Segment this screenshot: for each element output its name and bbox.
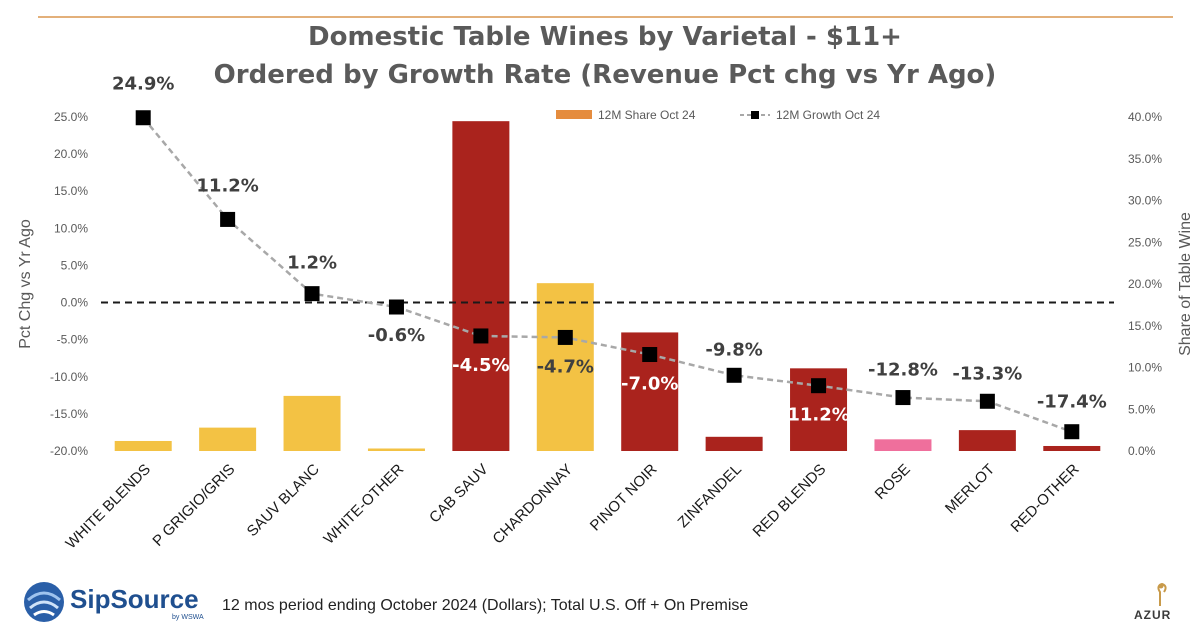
growth-data-label: 1.2%	[287, 253, 337, 274]
growth-data-label: -4.5%	[452, 355, 509, 376]
y-left-tick-label: -5.0%	[57, 333, 89, 347]
y-left-tick-label: 25.0%	[54, 110, 88, 124]
growth-marker	[811, 378, 827, 394]
growth-marker	[979, 393, 995, 409]
growth-marker	[135, 110, 151, 126]
y-left-tick-label: 15.0%	[54, 184, 88, 198]
y-left-tick-label: 10.0%	[54, 221, 88, 235]
y-right-tick-label: 20.0%	[1128, 277, 1162, 291]
y-left-tick-label: -10.0%	[50, 370, 88, 384]
y-right-tick-label: 10.0%	[1128, 361, 1162, 375]
sipsource-logo-text: SipSource	[70, 584, 199, 614]
growth-line	[142, 116, 1073, 433]
y-left-tick-label: 5.0%	[61, 258, 89, 272]
category-label: ZINFANDEL	[675, 461, 745, 531]
category-label: RED-OTHER	[1008, 461, 1083, 536]
growth-marker	[473, 328, 489, 344]
growth-data-label: -0.6%	[368, 325, 425, 346]
share-bar	[114, 440, 172, 451]
y-right-tick-label: 40.0%	[1128, 110, 1162, 124]
share-bar	[283, 395, 341, 451]
growth-data-label: -17.4%	[1037, 392, 1107, 413]
growth-marker	[726, 367, 742, 383]
growth-marker	[220, 211, 236, 227]
legend-label-share: 12M Share Oct 24	[598, 108, 696, 122]
share-bar	[452, 121, 510, 452]
share-bar	[199, 427, 257, 451]
category-label: MERLOT	[942, 461, 998, 517]
legend-label-growth: 12M Growth Oct 24	[776, 108, 880, 122]
y-left-axis-title: Pct Chg vs Yr Ago	[17, 219, 34, 349]
top-rule	[38, 16, 1173, 18]
growth-marker	[388, 299, 404, 315]
share-bar	[958, 430, 1016, 451]
growth-data-label: -7.0%	[621, 374, 678, 395]
category-label: CHARDONNAY	[489, 461, 576, 548]
category-label: WHITE-OTHER	[320, 461, 407, 548]
y-left-tick-label: 20.0%	[54, 147, 88, 161]
footnote: 12 mos period ending October 2024 (Dolla…	[222, 597, 749, 614]
sipsource-logo-sub: by WSWA	[172, 614, 204, 621]
growth-marker	[557, 329, 573, 345]
growth-data-label: -13.3%	[952, 363, 1022, 384]
category-label: PINOT NOIR	[587, 461, 661, 535]
category-label: P GRIGIO/GRIS	[149, 461, 238, 550]
chart-subtitle: Ordered by Growth Rate (Revenue Pct chg …	[213, 60, 997, 90]
legend-swatch-share	[556, 110, 592, 119]
azur-bird-icon	[1157, 582, 1167, 606]
azur-logo: AZUR	[1130, 580, 1190, 630]
chart-title: Domestic Table Wines by Varietal - $11+	[308, 22, 902, 52]
growth-marker	[895, 390, 911, 406]
azur-logo-text: AZUR	[1134, 608, 1172, 622]
y-left-tick-label: -20.0%	[50, 444, 88, 458]
growth-data-label: -12.8%	[868, 360, 938, 381]
sipsource-logo: SipSource by WSWA	[22, 578, 222, 628]
y-right-tick-label: 0.0%	[1128, 444, 1156, 458]
growth-data-label: 11.2%	[787, 405, 849, 426]
category-label: CAB SAUV	[426, 461, 492, 527]
category-label: SAUV BLANC	[244, 461, 323, 540]
growth-marker	[642, 347, 658, 363]
growth-marker	[304, 286, 320, 302]
y-right-tick-label: 5.0%	[1128, 402, 1156, 416]
growth-data-label: 11.2%	[196, 175, 258, 196]
category-label: RED BLENDS	[750, 461, 830, 541]
y-right-tick-label: 30.0%	[1128, 194, 1162, 208]
y-right-tick-label: 25.0%	[1128, 235, 1162, 249]
share-bar	[1043, 445, 1101, 451]
y-right-axis-title: Share of Table Wine	[1177, 212, 1194, 356]
y-right-tick-label: 35.0%	[1128, 152, 1162, 166]
category-label: ROSE	[872, 461, 914, 503]
share-bar	[705, 436, 763, 451]
legend-marker-growth	[751, 111, 759, 119]
share-bar	[536, 283, 594, 451]
share-bar	[367, 448, 425, 451]
growth-data-label: -4.7%	[537, 356, 594, 377]
sipsource-globe-icon	[24, 582, 64, 622]
share-bar	[874, 439, 932, 451]
y-right-tick-label: 15.0%	[1128, 319, 1162, 333]
growth-marker	[1064, 424, 1080, 440]
growth-data-label: -9.8%	[705, 339, 762, 360]
category-label: WHITE BLENDS	[62, 461, 154, 553]
y-left-tick-label: 0.0%	[61, 296, 89, 310]
y-left-tick-label: -15.0%	[50, 407, 88, 421]
growth-data-label: 24.9%	[112, 74, 174, 95]
